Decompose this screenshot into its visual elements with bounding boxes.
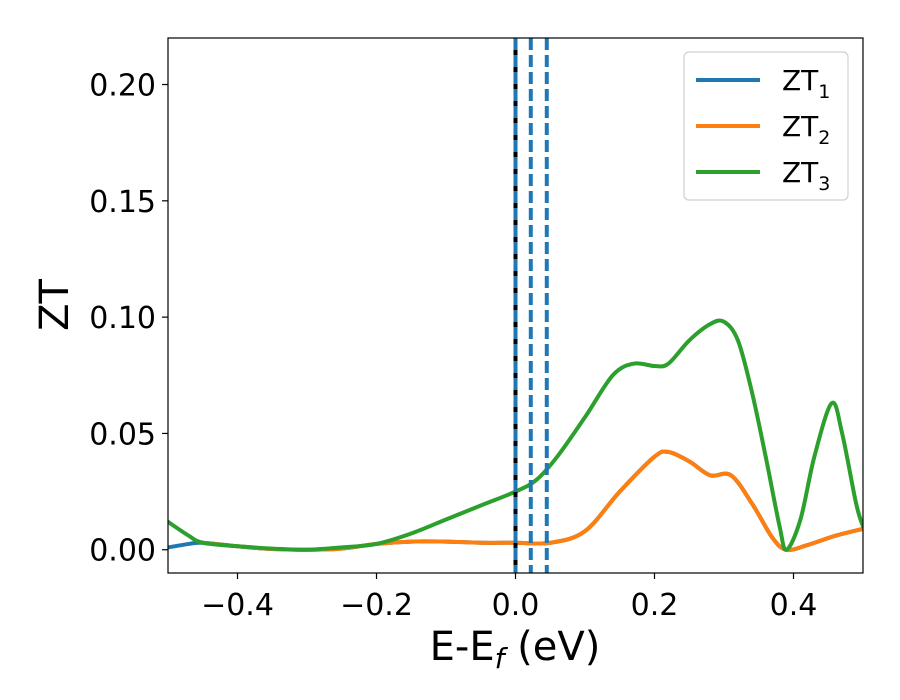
legend-box — [683, 51, 849, 201]
x-axis-label: E-Ef (eV) — [430, 624, 601, 675]
x-tick-label: 0.4 — [770, 588, 818, 623]
reference-lines — [513, 38, 549, 573]
series-line-zt3 — [168, 318, 863, 552]
legend: ZT1 ZT2 ZT3 — [683, 51, 849, 201]
y-tick-label: 0.10 — [89, 301, 156, 336]
x-axis-ticks: −0.4 −0.2 0.0 0.2 0.4 — [201, 573, 817, 623]
series-layer — [168, 318, 863, 552]
y-tick-label: 0.20 — [89, 69, 156, 104]
x-tick-label: −0.4 — [201, 588, 274, 623]
y-axis-label: ZT — [32, 279, 78, 331]
legend-label-zt1: ZT1 — [782, 64, 830, 103]
legend-label-zt2: ZT2 — [782, 110, 830, 149]
x-tick-label: 0.2 — [631, 588, 679, 623]
series-line-zt2 — [200, 449, 863, 552]
y-tick-label: 0.15 — [89, 185, 156, 220]
y-axis-ticks: 0.00 0.05 0.10 0.15 0.20 — [89, 69, 168, 569]
y-tick-label: 0.05 — [89, 417, 156, 452]
x-tick-label: −0.2 — [340, 588, 413, 623]
legend-label-zt3: ZT3 — [782, 156, 830, 195]
x-tick-label: 0.0 — [492, 588, 540, 623]
y-tick-label: 0.00 — [89, 534, 156, 569]
